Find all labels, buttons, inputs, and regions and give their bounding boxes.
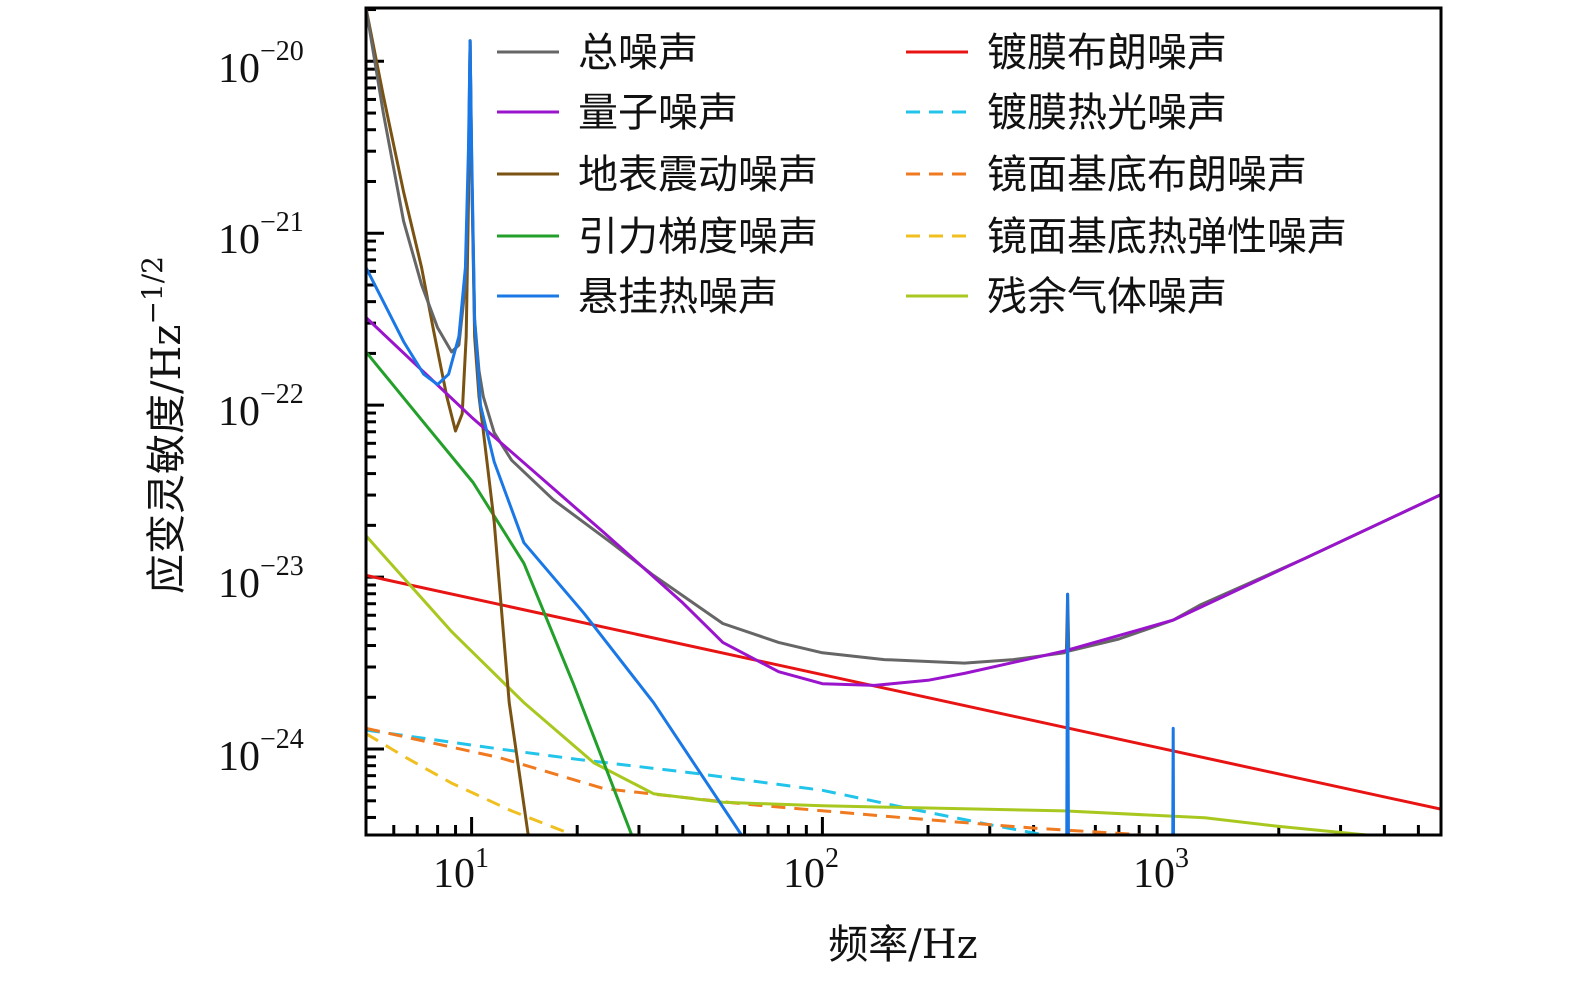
- legend-label: 镀膜热光噪声: [987, 90, 1227, 136]
- x-tick-labels: 101 102 103: [433, 843, 1189, 897]
- y-tick-label: 10−23: [218, 551, 304, 607]
- x-tick-label: 103: [1133, 843, 1189, 897]
- x-tick-label: 102: [783, 843, 839, 897]
- x-axis-label: 频率/Hz: [828, 922, 977, 968]
- series-line-3: [366, 350, 634, 835]
- y-tick-label: 10−20: [218, 36, 304, 92]
- series-line-5: [366, 573, 1441, 811]
- series-line-2: [366, 8, 530, 835]
- legend-label: 镀膜布朗噪声: [987, 30, 1227, 76]
- plot-frame: [364, 6, 1443, 837]
- series-line-9: [366, 534, 1375, 835]
- legend-label: 镜面基底布朗噪声: [987, 152, 1307, 198]
- axis-ticks: [364, 8, 1420, 835]
- series-line-1: [366, 316, 1441, 687]
- legend-label: 残余气体噪声: [987, 274, 1227, 320]
- y-tick-label: 10−24: [218, 724, 304, 780]
- series-line-6: [366, 728, 1049, 835]
- series-line-8: [366, 732, 576, 835]
- y-tick-labels: 10−20 10−21 10−22 10−23 10−24: [218, 36, 304, 780]
- legend-label: 悬挂热噪声: [578, 274, 778, 320]
- legend-label: 总噪声: [578, 30, 698, 76]
- x-tick-label: 101: [433, 843, 489, 897]
- noise-curves: [366, 8, 1441, 835]
- y-tick-label: 10−21: [218, 207, 304, 263]
- legend-label: 地表震动噪声: [578, 152, 818, 198]
- series-line-4: [366, 39, 1176, 835]
- y-axis-label: 应变灵敏度/Hz−1/2: [136, 256, 190, 594]
- y-tick-label: 10−22: [218, 379, 304, 435]
- legend-label: 引力梯度噪声: [578, 214, 818, 260]
- legend-label: 镜面基底热弹性噪声: [987, 214, 1347, 260]
- legend-label: 量子噪声: [578, 90, 738, 136]
- series-line-0: [366, 8, 1441, 665]
